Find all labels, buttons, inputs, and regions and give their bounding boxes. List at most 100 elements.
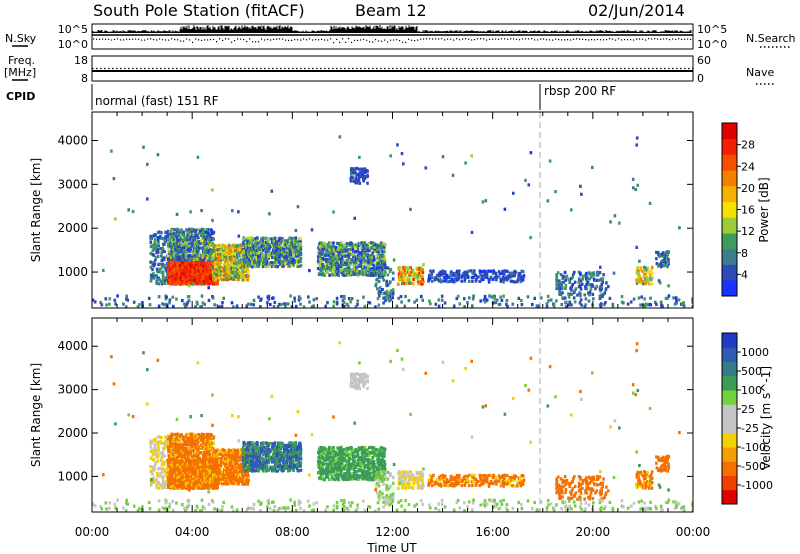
- n-search-sample: [510, 38, 512, 40]
- power-cell: [253, 258, 257, 262]
- power-cell: [405, 270, 408, 274]
- power-cell: [334, 246, 338, 250]
- power-cell: [294, 304, 298, 308]
- power-cell: [251, 255, 254, 259]
- power-cell: [518, 274, 522, 278]
- power-cell: [351, 272, 355, 276]
- velocity-cell: [149, 465, 152, 469]
- power-cell: [349, 177, 353, 181]
- velocity-cell: [201, 471, 205, 475]
- power-cell: [210, 252, 213, 256]
- power-cell: [319, 245, 322, 249]
- velocity-cell: [186, 452, 190, 456]
- power-cell: [176, 256, 180, 260]
- power-cell: [587, 299, 591, 303]
- power-cell: [170, 235, 173, 239]
- power-cell: [206, 264, 209, 268]
- power-cell: [288, 264, 292, 268]
- n-search-sample: [654, 38, 656, 40]
- power-cell: [158, 267, 162, 271]
- power-cell: [282, 264, 285, 268]
- velocity-cell: [155, 472, 159, 476]
- power-cell: [691, 304, 693, 308]
- power-cell: [487, 277, 491, 281]
- velocity-cell: [201, 467, 205, 471]
- power-cell: [379, 290, 382, 294]
- velocity-cell: [182, 477, 185, 482]
- power-cell: [351, 249, 355, 253]
- power-cell: [381, 244, 385, 248]
- power-cell: [404, 294, 407, 299]
- velocity-cell: [203, 447, 206, 451]
- power-cell: [570, 285, 574, 289]
- power-cell: [258, 260, 261, 264]
- power-cell: [298, 258, 301, 262]
- n-search-sample: [201, 39, 203, 41]
- power-cell: [173, 262, 176, 266]
- power-cell: [595, 278, 599, 282]
- power-cell: [240, 243, 244, 247]
- power-cell: [637, 273, 641, 277]
- power-cell: [248, 260, 251, 264]
- power-cell: [294, 245, 298, 249]
- power-cell: [188, 254, 191, 258]
- power-cell: [254, 237, 257, 241]
- power-cell: [245, 304, 248, 308]
- power-cell: [261, 248, 265, 252]
- n-search-sample: [243, 39, 245, 41]
- power-cell: [533, 296, 536, 300]
- power-cell: [254, 244, 257, 248]
- power-cell: [371, 271, 375, 275]
- power-cell: [230, 246, 233, 250]
- power-cell: [125, 297, 128, 301]
- power-cell: [367, 273, 370, 277]
- velocity-cell: [186, 438, 189, 443]
- power-cell: [336, 266, 340, 270]
- power-cell: [366, 169, 369, 173]
- power-cell: [488, 294, 491, 298]
- power-cell: [186, 264, 190, 268]
- power-cell: [204, 275, 208, 280]
- power-cell: [344, 259, 348, 263]
- velocity-cell: [176, 462, 179, 466]
- power-cell: [563, 270, 567, 274]
- velocity-cell: [178, 478, 181, 482]
- power-cell: [206, 256, 209, 260]
- velocity-cell: [164, 445, 167, 449]
- velocity-cell: [179, 440, 182, 444]
- velocity-cell: [182, 435, 185, 439]
- power-cell: [645, 275, 649, 280]
- power-cell: [599, 265, 602, 269]
- power-cell: [213, 267, 217, 271]
- power-cell: [188, 257, 191, 261]
- velocity-cell: [200, 470, 203, 474]
- power-cell: [451, 273, 455, 277]
- power-cell: [173, 244, 176, 248]
- velocity-cell: [159, 451, 163, 455]
- power-cell: [222, 253, 225, 257]
- power-cell: [201, 270, 205, 274]
- power-cell: [204, 268, 207, 272]
- power-cell: [157, 240, 160, 245]
- velocity-cell: [181, 464, 185, 468]
- power-cell: [560, 284, 564, 288]
- power-cell: [299, 256, 303, 260]
- velocity-cell: [176, 480, 179, 485]
- power-cell: [267, 256, 270, 260]
- power-cell: [335, 300, 339, 304]
- power-cell: [377, 265, 381, 269]
- power-cell: [160, 279, 163, 283]
- power-cell: [156, 248, 160, 252]
- velocity-cell: [183, 450, 186, 454]
- velocity-cell: [166, 458, 170, 462]
- power-cell: [513, 273, 517, 278]
- power-cell: [348, 267, 352, 272]
- power-cell: [494, 271, 498, 275]
- power-cell: [150, 273, 153, 277]
- power-cell: [362, 257, 366, 261]
- freq-tick-high: 18: [74, 54, 88, 67]
- power-cell: [360, 167, 363, 171]
- power-cell: [363, 253, 367, 257]
- power-cell: [219, 258, 223, 262]
- power-cell: [538, 304, 541, 308]
